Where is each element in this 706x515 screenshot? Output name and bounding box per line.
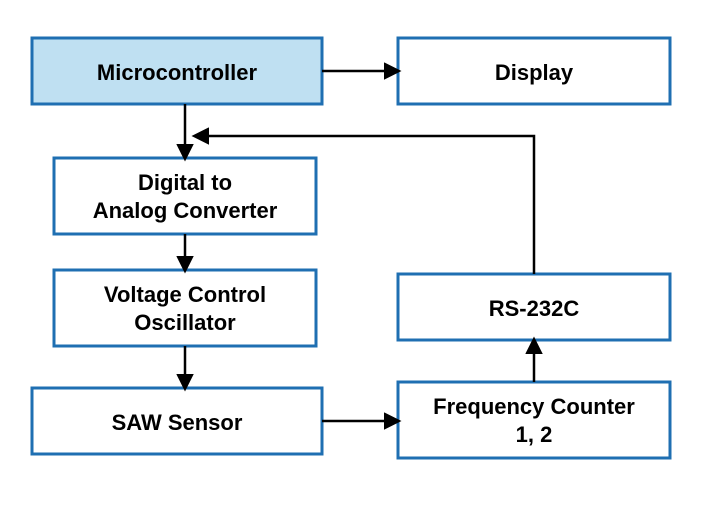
node-dac: Digital to Analog Converter [54,158,316,234]
node-freq: Frequency Counter 1, 2 [398,382,670,458]
node-rs232-label: RS-232C [489,296,580,321]
node-dac-label-2: Analog Converter [93,198,278,223]
node-saw: SAW Sensor [32,388,322,454]
edges [185,71,534,421]
node-vco-label-2: Oscillator [134,310,236,335]
block-diagram: Microcontroller Display Digital to Analo… [0,0,706,515]
node-display: Display [398,38,670,104]
node-saw-label: SAW Sensor [112,410,243,435]
node-vco: Voltage Control Oscillator [54,270,316,346]
node-microcontroller-label: Microcontroller [97,60,258,85]
node-microcontroller: Microcontroller [32,38,322,104]
node-freq-label-1: Frequency Counter [433,394,635,419]
node-vco-label-1: Voltage Control [104,282,266,307]
node-freq-label-2: 1, 2 [516,422,553,447]
node-rs232: RS-232C [398,274,670,340]
node-display-label: Display [495,60,574,85]
node-dac-label-1: Digital to [138,170,232,195]
